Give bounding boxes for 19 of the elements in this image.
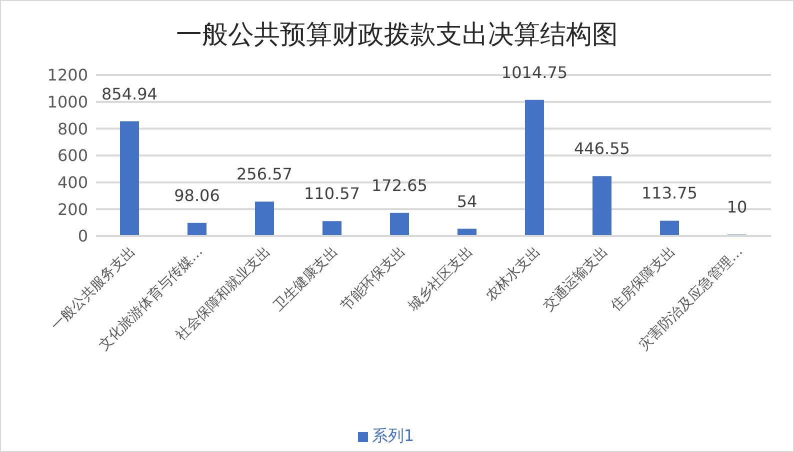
y-tick-label: 400 bbox=[57, 173, 88, 192]
chart-title: 一般公共预算财政拨款支出决算结构图 bbox=[175, 19, 619, 52]
data-label: 854.94 bbox=[102, 84, 158, 104]
data-label: 1014.75 bbox=[501, 62, 568, 82]
y-tick-label: 0 bbox=[78, 226, 88, 246]
y-tick-label: 800 bbox=[57, 119, 88, 138]
y-tick-label: 600 bbox=[57, 146, 88, 166]
y-tick-label: 1000 bbox=[47, 92, 88, 112]
data-label: 10 bbox=[726, 198, 748, 217]
data-label: 54 bbox=[456, 192, 478, 211]
data-label: 113.75 bbox=[642, 184, 698, 203]
data-label: 446.55 bbox=[574, 139, 630, 158]
data-label: 98.06 bbox=[174, 186, 220, 205]
legend-label: 系列1 bbox=[372, 426, 414, 445]
y-tick-label: 1200 bbox=[47, 66, 88, 85]
data-label: 256.57 bbox=[236, 164, 292, 184]
data-label: 172.65 bbox=[372, 176, 428, 195]
y-tick-label: 200 bbox=[57, 200, 88, 219]
data-label: 110.57 bbox=[304, 184, 360, 204]
